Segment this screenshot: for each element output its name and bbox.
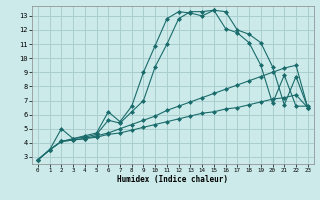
X-axis label: Humidex (Indice chaleur): Humidex (Indice chaleur) — [117, 175, 228, 184]
